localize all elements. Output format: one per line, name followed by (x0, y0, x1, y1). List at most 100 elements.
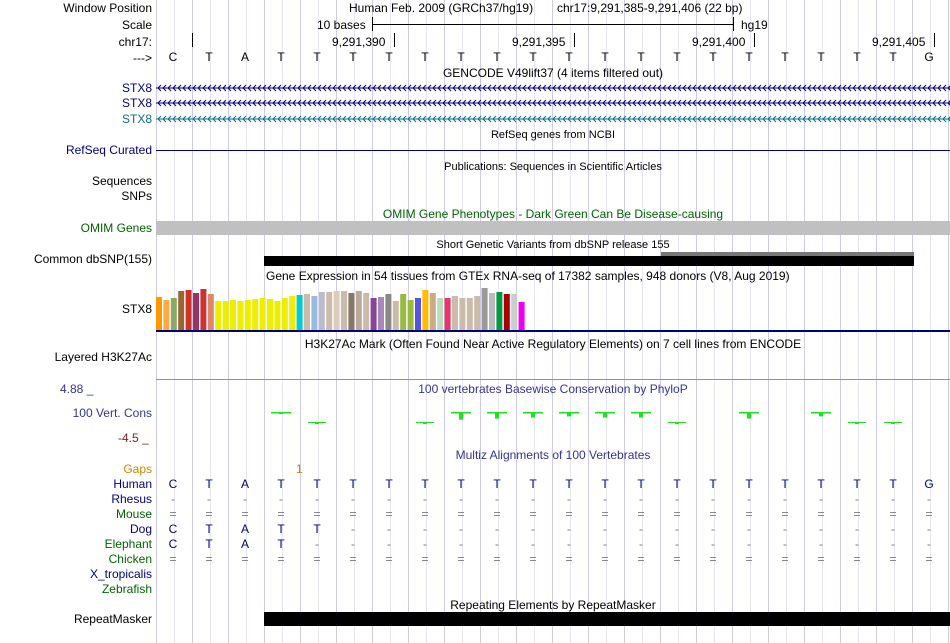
strand-arrow (917, 99, 922, 107)
strand-arrow (262, 99, 267, 107)
phylop-title[interactable]: 100 vertebrates Basewise Conservation by… (418, 382, 688, 396)
alignment-base: A (240, 537, 249, 551)
species-label[interactable]: Dog (129, 522, 152, 536)
strand-arrow (457, 84, 462, 92)
strand-arrow (647, 99, 652, 107)
species-label[interactable]: X_tropicalis (89, 567, 152, 581)
strand-arrow (792, 99, 797, 107)
alignment-base: - (783, 492, 787, 506)
strand-arrow (307, 99, 312, 107)
ruler-tick-mark (754, 33, 755, 47)
publications-title[interactable]: Publications: Sequences in Scientific Ar… (444, 161, 662, 173)
alignment-base: - (423, 492, 427, 506)
strand-arrow (937, 115, 942, 123)
alignment-base: = (565, 507, 573, 521)
strand-arrow (692, 115, 697, 123)
strand-arrow (507, 99, 512, 107)
alignment-base: T (565, 477, 573, 491)
omim-feature[interactable] (156, 221, 950, 235)
db-text: hg19 (741, 18, 768, 32)
species-label[interactable]: Rhesus (111, 492, 152, 506)
strand-arrow (817, 84, 822, 92)
strand-arrow (527, 84, 532, 92)
publications-snps-label[interactable]: SNPs (121, 189, 152, 203)
strand-arrow (257, 84, 262, 92)
alignment-base: T (457, 477, 465, 491)
alignment-base: T (637, 477, 645, 491)
h3k27-title[interactable]: H3K27Ac Mark (Often Found Near Active Re… (304, 337, 802, 351)
species-label[interactable]: Chicken (108, 552, 152, 566)
multiz-title[interactable]: Multiz Alignments of 100 Vertebrates (455, 448, 651, 462)
gtex-tissue-bar (407, 300, 414, 330)
strand-arrow (157, 115, 162, 123)
strand-arrow (672, 115, 677, 123)
strand-arrow (722, 115, 727, 123)
gencode-track-label-3[interactable]: STX8 (121, 112, 152, 126)
dbsnp-feature[interactable] (264, 256, 914, 266)
h3k27-label[interactable]: Layered H3K27Ac (54, 350, 152, 364)
repeatmasker-title[interactable]: Repeating Elements by RepeatMasker (450, 598, 656, 612)
strand-arrow (297, 84, 302, 92)
species-label[interactable]: Zebrafish (101, 582, 152, 596)
phylop-label[interactable]: 100 Vert. Cons (72, 406, 152, 420)
gencode-gene-features[interactable] (156, 81, 950, 129)
refseq-gene-line[interactable] (156, 150, 950, 151)
alignment-base: - (675, 492, 679, 506)
refseq-label[interactable]: RefSeq Curated (65, 143, 152, 157)
gencode-title[interactable]: GENCODE V49lift37 (4 items filtered out) (442, 66, 664, 80)
strand-arrow (352, 99, 357, 107)
strand-arrow (922, 115, 927, 123)
strand-arrow (422, 99, 427, 107)
species-label[interactable]: Mouse (115, 507, 152, 521)
gtex-title[interactable]: Gene Expression in 54 tissues from GTEx … (266, 269, 790, 283)
strand-arrow (297, 99, 302, 107)
omim-label[interactable]: OMIM Genes (80, 221, 152, 235)
gtex-label[interactable]: STX8 (121, 302, 152, 316)
strand-arrow (337, 84, 342, 92)
alignment-base: = (817, 552, 825, 566)
strand-arrow (852, 99, 857, 107)
gtex-bar-chart[interactable] (156, 283, 536, 330)
alignment-base: - (783, 522, 787, 536)
gtex-tissue-bar (474, 296, 481, 330)
alignment-base: T (529, 477, 537, 491)
publications-sequences-label[interactable]: Sequences (91, 174, 152, 188)
strand-arrow (172, 99, 177, 107)
strand-arrow (197, 84, 202, 92)
strand-arrow (557, 84, 562, 92)
strand-arrow (797, 115, 802, 123)
strand-arrow (732, 99, 737, 107)
strand-arrow (542, 84, 547, 92)
dbsnp-feature-grey[interactable] (661, 252, 914, 256)
strand-arrow (187, 84, 192, 92)
gtex-tissue-bar (289, 296, 296, 330)
position-text[interactable]: chr17:9,291,385-9,291,406 (22 bp) (557, 1, 743, 15)
species-label[interactable]: Human (113, 477, 152, 491)
repeatmasker-feature[interactable] (264, 612, 950, 626)
strand-arrow (317, 84, 322, 92)
refseq-title[interactable]: RefSeq genes from NCBI (490, 129, 616, 141)
strand-arrow (282, 115, 287, 123)
species-label[interactable]: Elephant (104, 537, 152, 551)
strand-arrow (177, 84, 182, 92)
dbsnp-title[interactable]: Short Genetic Variants from dbSNP releas… (436, 239, 670, 251)
dbsnp-label[interactable]: Common dbSNP(155) (33, 252, 152, 266)
gencode-track-label-1[interactable]: STX8 (121, 81, 152, 95)
strand-arrow (567, 99, 572, 107)
strand-arrow (677, 115, 682, 123)
alignment-base: T (349, 477, 357, 491)
strand-arrow (537, 84, 542, 92)
alignment-base: C (168, 477, 178, 491)
phylop-wiggle[interactable] (156, 395, 950, 435)
strand-arrow (452, 115, 457, 123)
strand-arrow (882, 99, 887, 107)
repeatmasker-label[interactable]: RepeatMasker (73, 612, 152, 626)
omim-title[interactable]: OMIM Gene Phenotypes - Dark Green Can Be… (382, 207, 724, 221)
strand-arrow (922, 84, 927, 92)
strand-arrow (167, 84, 172, 92)
strand-arrow (222, 99, 227, 107)
strand-arrow (557, 115, 562, 123)
strand-arrow (767, 99, 772, 107)
gencode-track-label-2[interactable]: STX8 (121, 96, 152, 110)
ruler-tick-label: 9,291,395 (512, 35, 566, 49)
